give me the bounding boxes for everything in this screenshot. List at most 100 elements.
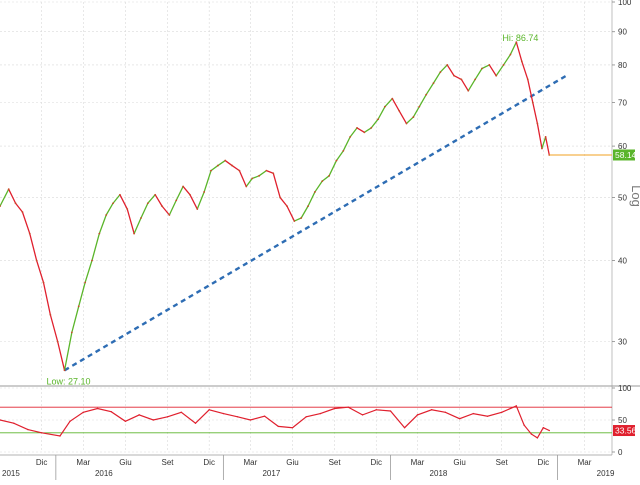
price-point-37 <box>258 174 260 177</box>
x-axis: Dic Mar Giu Set Dic Mar Giu Set Dic Mar Giu Set Dic M… <box>2 455 615 480</box>
price-point-46 <box>321 180 324 182</box>
price-point-35 <box>245 185 248 188</box>
price-point-1 <box>7 188 10 191</box>
price-segment-69 <box>474 67 483 81</box>
price-segment-77 <box>527 78 534 104</box>
x-month-label-1: Mar <box>76 458 90 467</box>
price-segment-67 <box>460 78 469 92</box>
price-point-39 <box>272 172 275 175</box>
price-segment-34 <box>231 164 241 172</box>
indicator-point-14 <box>194 422 197 424</box>
price-point-12 <box>84 281 87 284</box>
price-point-70 <box>488 64 491 66</box>
price-point-59 <box>412 116 415 118</box>
price-point-14 <box>98 232 101 235</box>
indicator-point-30 <box>416 414 419 416</box>
price-point-76 <box>526 78 529 81</box>
price-point-18 <box>126 208 129 210</box>
x-month-label-13: Mar <box>578 458 592 467</box>
price-segment-25 <box>168 199 177 216</box>
indicator-y-tick-0: 0 <box>618 448 623 457</box>
price-point-74 <box>515 41 518 44</box>
price-point-73 <box>509 53 512 56</box>
current-price-value: 58.14 <box>615 150 637 160</box>
price-segment-12 <box>78 281 86 307</box>
current-price-badge-box <box>613 149 635 161</box>
indicator-point-39 <box>530 433 533 435</box>
price-segment-57 <box>391 97 400 112</box>
log-scale-label: Log <box>629 185 640 207</box>
price-point-47 <box>328 174 331 177</box>
price-point-17 <box>119 193 121 196</box>
x-month-label-10: Giu <box>453 458 465 467</box>
price-point-56 <box>391 97 394 100</box>
indicator-point-38 <box>523 424 525 426</box>
price-segment-4 <box>21 211 31 235</box>
price-segment-10 <box>63 331 73 371</box>
indicator-point-13 <box>180 411 182 414</box>
price-segment-36 <box>245 177 253 188</box>
price-segment-3 <box>14 202 24 213</box>
indicator-point-42 <box>548 429 550 432</box>
indicator-point-3 <box>40 432 43 434</box>
indicator-point-41 <box>542 426 545 429</box>
indicator-point-11 <box>152 419 155 421</box>
price-segment-73 <box>502 53 512 66</box>
price-y-tick-60: 60 <box>618 142 627 151</box>
current-indicator-badge-box <box>613 425 635 437</box>
price-point-20 <box>140 217 142 219</box>
price-segment-27 <box>182 185 191 196</box>
indicator-point-17 <box>236 416 239 418</box>
price-point-49 <box>342 149 345 152</box>
indicator-point-29 <box>403 426 406 429</box>
price-segment-64 <box>439 64 448 73</box>
price-segment-70 <box>481 64 490 70</box>
indicator-point-5 <box>69 420 71 422</box>
price-segment-14 <box>91 232 100 262</box>
price-point-44 <box>307 205 309 208</box>
price-point-6 <box>42 281 45 284</box>
price-point-10 <box>70 331 73 334</box>
price-point-7 <box>49 313 52 316</box>
price-point-65 <box>453 74 455 77</box>
price-point-36 <box>251 177 254 180</box>
indicator-point-2 <box>27 428 29 431</box>
trendline <box>63 74 567 372</box>
price-segment-17 <box>112 194 121 204</box>
price-point-19 <box>133 232 136 235</box>
price-segment-15 <box>98 214 107 235</box>
price-segment-18 <box>119 194 128 210</box>
price-segment-74 <box>509 41 517 56</box>
price-segment-48 <box>328 159 338 177</box>
x-month-label-8: Dic <box>370 458 382 467</box>
price-segment-43 <box>293 217 302 222</box>
price-segment-79 <box>536 122 543 150</box>
price-segment-19 <box>126 208 135 235</box>
indicator-point-0 <box>0 419 1 421</box>
indicator-point-25 <box>347 406 350 408</box>
price-point-29 <box>203 191 206 193</box>
price-segment-21 <box>140 202 149 219</box>
price-y-tick-90: 90 <box>618 28 627 37</box>
current-price-badge: 58.14 <box>613 149 637 161</box>
price-segment-13 <box>84 259 93 284</box>
price-point-24 <box>168 214 171 216</box>
x-month-label-0: Dic <box>36 458 48 467</box>
indicator-point-21 <box>291 426 294 429</box>
x-month-label-4: Dic <box>203 458 215 467</box>
price-point-61 <box>425 93 428 96</box>
x-month-label-6: Giu <box>286 458 298 467</box>
price-segment-6 <box>35 259 45 284</box>
price-point-54 <box>377 118 379 121</box>
indicator-point-16 <box>222 412 225 415</box>
price-point-28 <box>196 208 199 210</box>
price-point-69 <box>481 67 483 70</box>
indicator-point-1 <box>13 422 15 424</box>
price-point-21 <box>146 202 149 205</box>
indicator-point-35 <box>486 415 489 417</box>
price-point-71 <box>495 74 498 77</box>
price-segment-47 <box>321 175 330 182</box>
price-point-63 <box>439 71 442 73</box>
